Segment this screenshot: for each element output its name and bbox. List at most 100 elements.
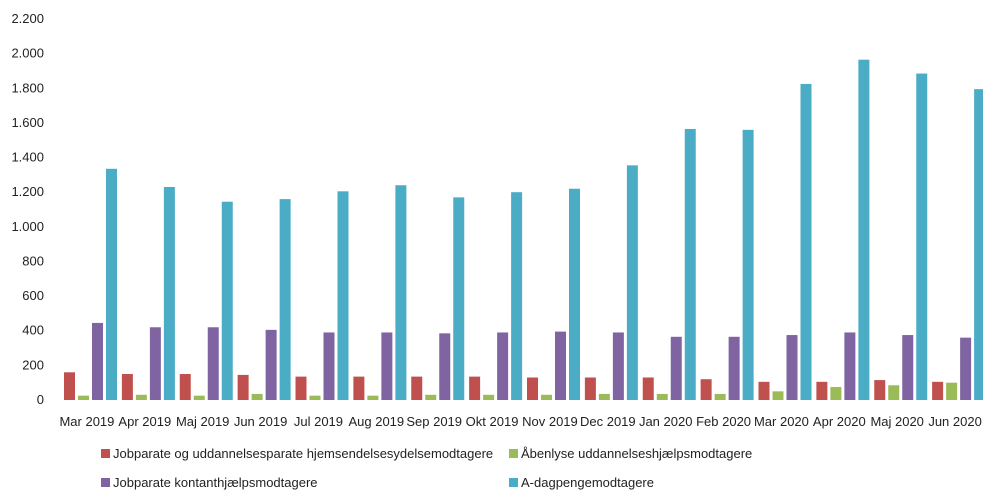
legend-swatch: [101, 449, 110, 458]
bars: [64, 59, 983, 401]
bar-series-3: [149, 327, 161, 400]
bar-series-3: [612, 332, 624, 400]
legend-label: Jobparate og uddannelsesparate hjemsende…: [113, 446, 493, 461]
bar-series-3: [844, 332, 856, 400]
y-tick-label: 0: [37, 392, 44, 407]
x-tick-label: Jul 2019: [294, 414, 343, 429]
bar-series-4: [742, 129, 754, 400]
y-axis: 0 200 400 600 800 1.000 1.200 1.400 1.600 1.800 2.…: [11, 11, 44, 407]
bar-series-3: [555, 331, 566, 400]
x-tick-label: Maj 2020: [870, 414, 923, 429]
bar-series-3: [728, 336, 740, 400]
y-tick-label: 400: [22, 323, 44, 338]
bar-series-3: [960, 337, 972, 400]
legend-label: Åbenlyse uddannelseshjælpsmodtagere: [521, 446, 752, 461]
legend-label: A-dagpengemodtagere: [521, 475, 654, 490]
y-tick-label: 1.800: [11, 80, 44, 95]
bar-series-3: [786, 335, 798, 400]
bar-series-4: [858, 59, 870, 401]
bar-series-2: [772, 391, 784, 400]
x-tick-label: Apr 2020: [813, 414, 866, 429]
x-tick-label: Aug 2019: [348, 414, 404, 429]
bar-series-2: [656, 393, 668, 400]
bar-series-1: [64, 372, 75, 400]
bar-series-1: [932, 381, 944, 400]
bar-series-3: [323, 332, 335, 400]
bar-series-1: [121, 374, 133, 400]
bar-series-1: [411, 376, 423, 400]
bar-series-4: [916, 73, 928, 400]
bar-series-2: [78, 395, 89, 400]
bar-series-2: [830, 387, 842, 400]
bar-series-2: [425, 394, 437, 400]
legend-swatch: [509, 478, 518, 487]
bar-series-4: [974, 89, 983, 400]
x-axis: Mar 2019 Apr 2019 Maj 2019 Jun 2019 Jul 2019…: [59, 414, 981, 429]
bar-series-4: [684, 128, 696, 400]
x-tick-label: Jun 2019: [234, 414, 288, 429]
x-tick-label: Okt 2019: [466, 414, 519, 429]
y-tick-label: 1.200: [11, 184, 44, 199]
bar-series-3: [381, 332, 393, 400]
bar-series-2: [251, 393, 263, 400]
y-tick-label: 1.400: [11, 150, 44, 165]
bar-series-3: [902, 335, 914, 400]
bar-series-1: [527, 377, 538, 400]
y-tick-label: 600: [22, 288, 44, 303]
x-tick-label: Mar 2020: [754, 414, 809, 429]
bar-series-3: [439, 333, 451, 400]
bar-series-1: [469, 376, 481, 400]
bar-series-3: [497, 332, 509, 400]
x-tick-label: Apr 2019: [118, 414, 171, 429]
y-tick-label: 200: [22, 357, 44, 372]
y-tick-label: 1.600: [11, 115, 44, 130]
bar-series-4: [163, 186, 175, 400]
legend-label: Jobparate kontanthjælpsmodtagere: [113, 475, 318, 490]
y-tick-label: 2.200: [11, 11, 44, 26]
x-tick-label: Nov 2019: [522, 414, 578, 429]
x-tick-label: Jun 2020: [928, 414, 982, 429]
bar-series-3: [92, 322, 103, 400]
bar-series-4: [453, 197, 465, 400]
bar-series-2: [541, 394, 552, 400]
bar-series-1: [353, 376, 365, 400]
bar-series-1: [874, 380, 886, 400]
bar-series-4: [626, 165, 638, 400]
bar-series-4: [221, 201, 233, 400]
bar-series-1: [642, 377, 654, 400]
bar-series-4: [800, 83, 812, 401]
bar-series-2: [367, 395, 379, 400]
legend-swatch: [509, 449, 518, 458]
y-tick-label: 800: [22, 253, 44, 268]
bar-series-1: [179, 374, 191, 400]
bar-series-2: [135, 394, 147, 400]
bar-series-4: [569, 188, 580, 400]
bar-series-4: [511, 192, 523, 400]
y-tick-label: 1.000: [11, 219, 44, 234]
y-tick-label: 2.000: [11, 46, 44, 61]
x-tick-label: Feb 2020: [696, 414, 751, 429]
bar-series-2: [309, 395, 321, 400]
x-tick-label: Maj 2019: [176, 414, 229, 429]
bar-series-1: [816, 381, 828, 400]
bar-series-2: [483, 394, 495, 400]
bar-series-1: [237, 374, 249, 400]
bar-series-3: [207, 327, 219, 400]
bar-series-4: [279, 199, 291, 400]
bar-series-2: [598, 393, 610, 400]
bar-series-1: [295, 376, 307, 400]
bar-series-4: [395, 185, 407, 400]
bar-series-4: [106, 168, 117, 400]
bar-series-3: [670, 336, 682, 400]
bar-series-1: [584, 377, 596, 400]
bar-series-1: [758, 381, 770, 400]
legend: Jobparate og uddannelsesparate hjemsende…: [101, 446, 752, 490]
x-tick-label: Mar 2019: [59, 414, 114, 429]
bar-series-2: [714, 393, 726, 400]
bar-series-2: [193, 395, 205, 400]
bar-series-2: [946, 382, 958, 400]
bar-series-3: [265, 329, 277, 400]
x-tick-label: Dec 2019: [580, 414, 636, 429]
x-tick-label: Jan 2020: [639, 414, 693, 429]
